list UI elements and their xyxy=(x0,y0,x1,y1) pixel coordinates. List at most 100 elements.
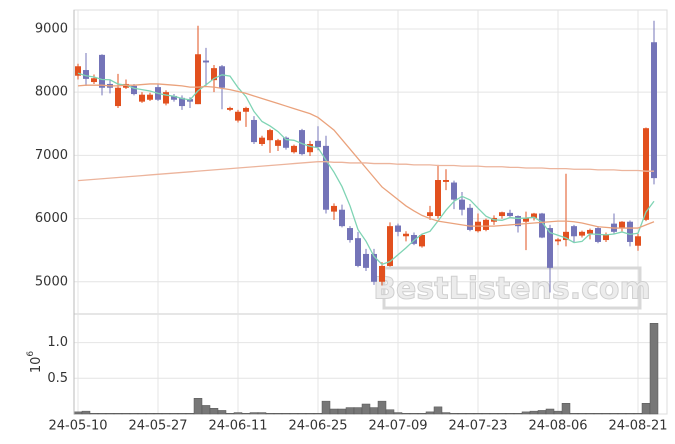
y-tick-label: 7000 xyxy=(35,148,68,163)
volume-bar xyxy=(297,413,307,415)
volume-bar xyxy=(465,413,475,415)
volume-bar xyxy=(97,413,107,415)
marks xyxy=(73,20,659,415)
candle-body xyxy=(427,212,433,217)
candle-body xyxy=(531,213,537,218)
x-tick-label: 24-05-27 xyxy=(128,419,187,434)
volume-bar xyxy=(649,323,659,415)
volume-bar xyxy=(489,413,499,415)
volume-bar xyxy=(553,410,563,415)
candle-body xyxy=(243,107,249,112)
candle-body xyxy=(267,130,273,141)
candle-body xyxy=(75,66,81,76)
candle-body xyxy=(459,199,465,210)
volume-bar xyxy=(305,413,315,415)
candle-body xyxy=(163,92,169,104)
volume-bar xyxy=(377,400,387,415)
volume-bar xyxy=(577,413,587,415)
volume-bar xyxy=(617,413,627,415)
moving-average-line xyxy=(77,72,655,266)
volume-bar xyxy=(601,413,611,415)
moving-average-line xyxy=(77,161,654,182)
candle-body xyxy=(195,54,201,105)
y-tick-label: 6000 xyxy=(35,211,68,226)
volume-bar xyxy=(225,413,235,415)
candle-body xyxy=(395,225,401,232)
volume-bar xyxy=(89,413,99,415)
candle-body xyxy=(275,140,281,146)
candle-body xyxy=(523,217,529,222)
candle-body xyxy=(339,209,345,227)
candle-body xyxy=(171,95,177,100)
volume-bar xyxy=(337,408,347,415)
volume-bar xyxy=(137,413,147,415)
volume-bar xyxy=(345,407,355,415)
volume-bar xyxy=(545,408,555,415)
volume-bar xyxy=(449,413,459,415)
multiplier-exponent: 6 xyxy=(26,351,36,357)
volume-bar xyxy=(233,412,243,415)
candle-body xyxy=(291,145,297,153)
candle-body xyxy=(363,253,369,268)
volume-bar xyxy=(441,412,451,415)
candle-body xyxy=(635,236,641,246)
volume-bar xyxy=(273,413,283,415)
candle-body xyxy=(251,119,257,143)
candle-body xyxy=(403,233,409,237)
candle-body xyxy=(331,205,337,212)
volume-bar xyxy=(209,408,219,415)
candle-body xyxy=(203,60,209,63)
y-tick-label: 1.0 xyxy=(47,335,68,350)
volume-bar xyxy=(457,413,467,415)
x-tick-label: 24-06-11 xyxy=(208,419,267,434)
candle-body xyxy=(131,85,137,95)
candle-body xyxy=(643,128,649,220)
volume-bar xyxy=(81,410,91,415)
volume-bar xyxy=(481,413,491,415)
volume-bar xyxy=(561,403,571,415)
candle-body xyxy=(555,239,561,242)
multiplier-base: 10 xyxy=(29,357,44,374)
candle-body xyxy=(499,212,505,217)
volume-bar xyxy=(257,412,267,415)
volume-bar xyxy=(361,403,371,415)
volume-bar xyxy=(425,411,435,415)
volume-bar xyxy=(433,406,443,415)
watermark-frame xyxy=(382,266,642,310)
volume-bar xyxy=(353,407,363,415)
candle-body xyxy=(483,219,489,230)
y-tick-label: 8000 xyxy=(35,85,68,100)
candle-body xyxy=(467,207,473,230)
candle-body xyxy=(139,94,145,102)
candle-body xyxy=(411,234,417,244)
volume-bar xyxy=(241,413,251,415)
y-multiplier: 106 xyxy=(26,351,44,374)
plot-frame xyxy=(73,9,668,415)
candle-body xyxy=(91,78,97,83)
candle-body xyxy=(227,107,233,110)
y-tick-label: 9000 xyxy=(35,21,68,36)
volume-bar xyxy=(113,413,123,415)
volume-bar xyxy=(217,410,227,415)
candle-body xyxy=(307,143,313,153)
watermark-text: BestListens.com xyxy=(373,272,651,307)
volume-bar xyxy=(185,413,195,415)
volume-bar xyxy=(537,410,547,415)
x-tick-label: 24-07-23 xyxy=(448,419,507,434)
x-tick-label: 24-08-21 xyxy=(608,419,667,434)
volume-bar xyxy=(393,412,403,415)
candle-body xyxy=(587,229,593,234)
candle-body xyxy=(627,221,633,242)
candle-body xyxy=(419,234,425,247)
candle-body xyxy=(219,66,225,88)
candle-body xyxy=(211,68,217,81)
watermark: BestListens.com xyxy=(373,266,651,310)
volume-bar xyxy=(193,398,203,415)
volume-bar xyxy=(201,405,211,415)
volume-bar xyxy=(153,413,163,415)
volume-bar xyxy=(625,413,635,415)
volume-bar xyxy=(281,413,291,415)
x-tick-label: 24-08-06 xyxy=(528,419,587,434)
volume-bar xyxy=(513,413,523,415)
